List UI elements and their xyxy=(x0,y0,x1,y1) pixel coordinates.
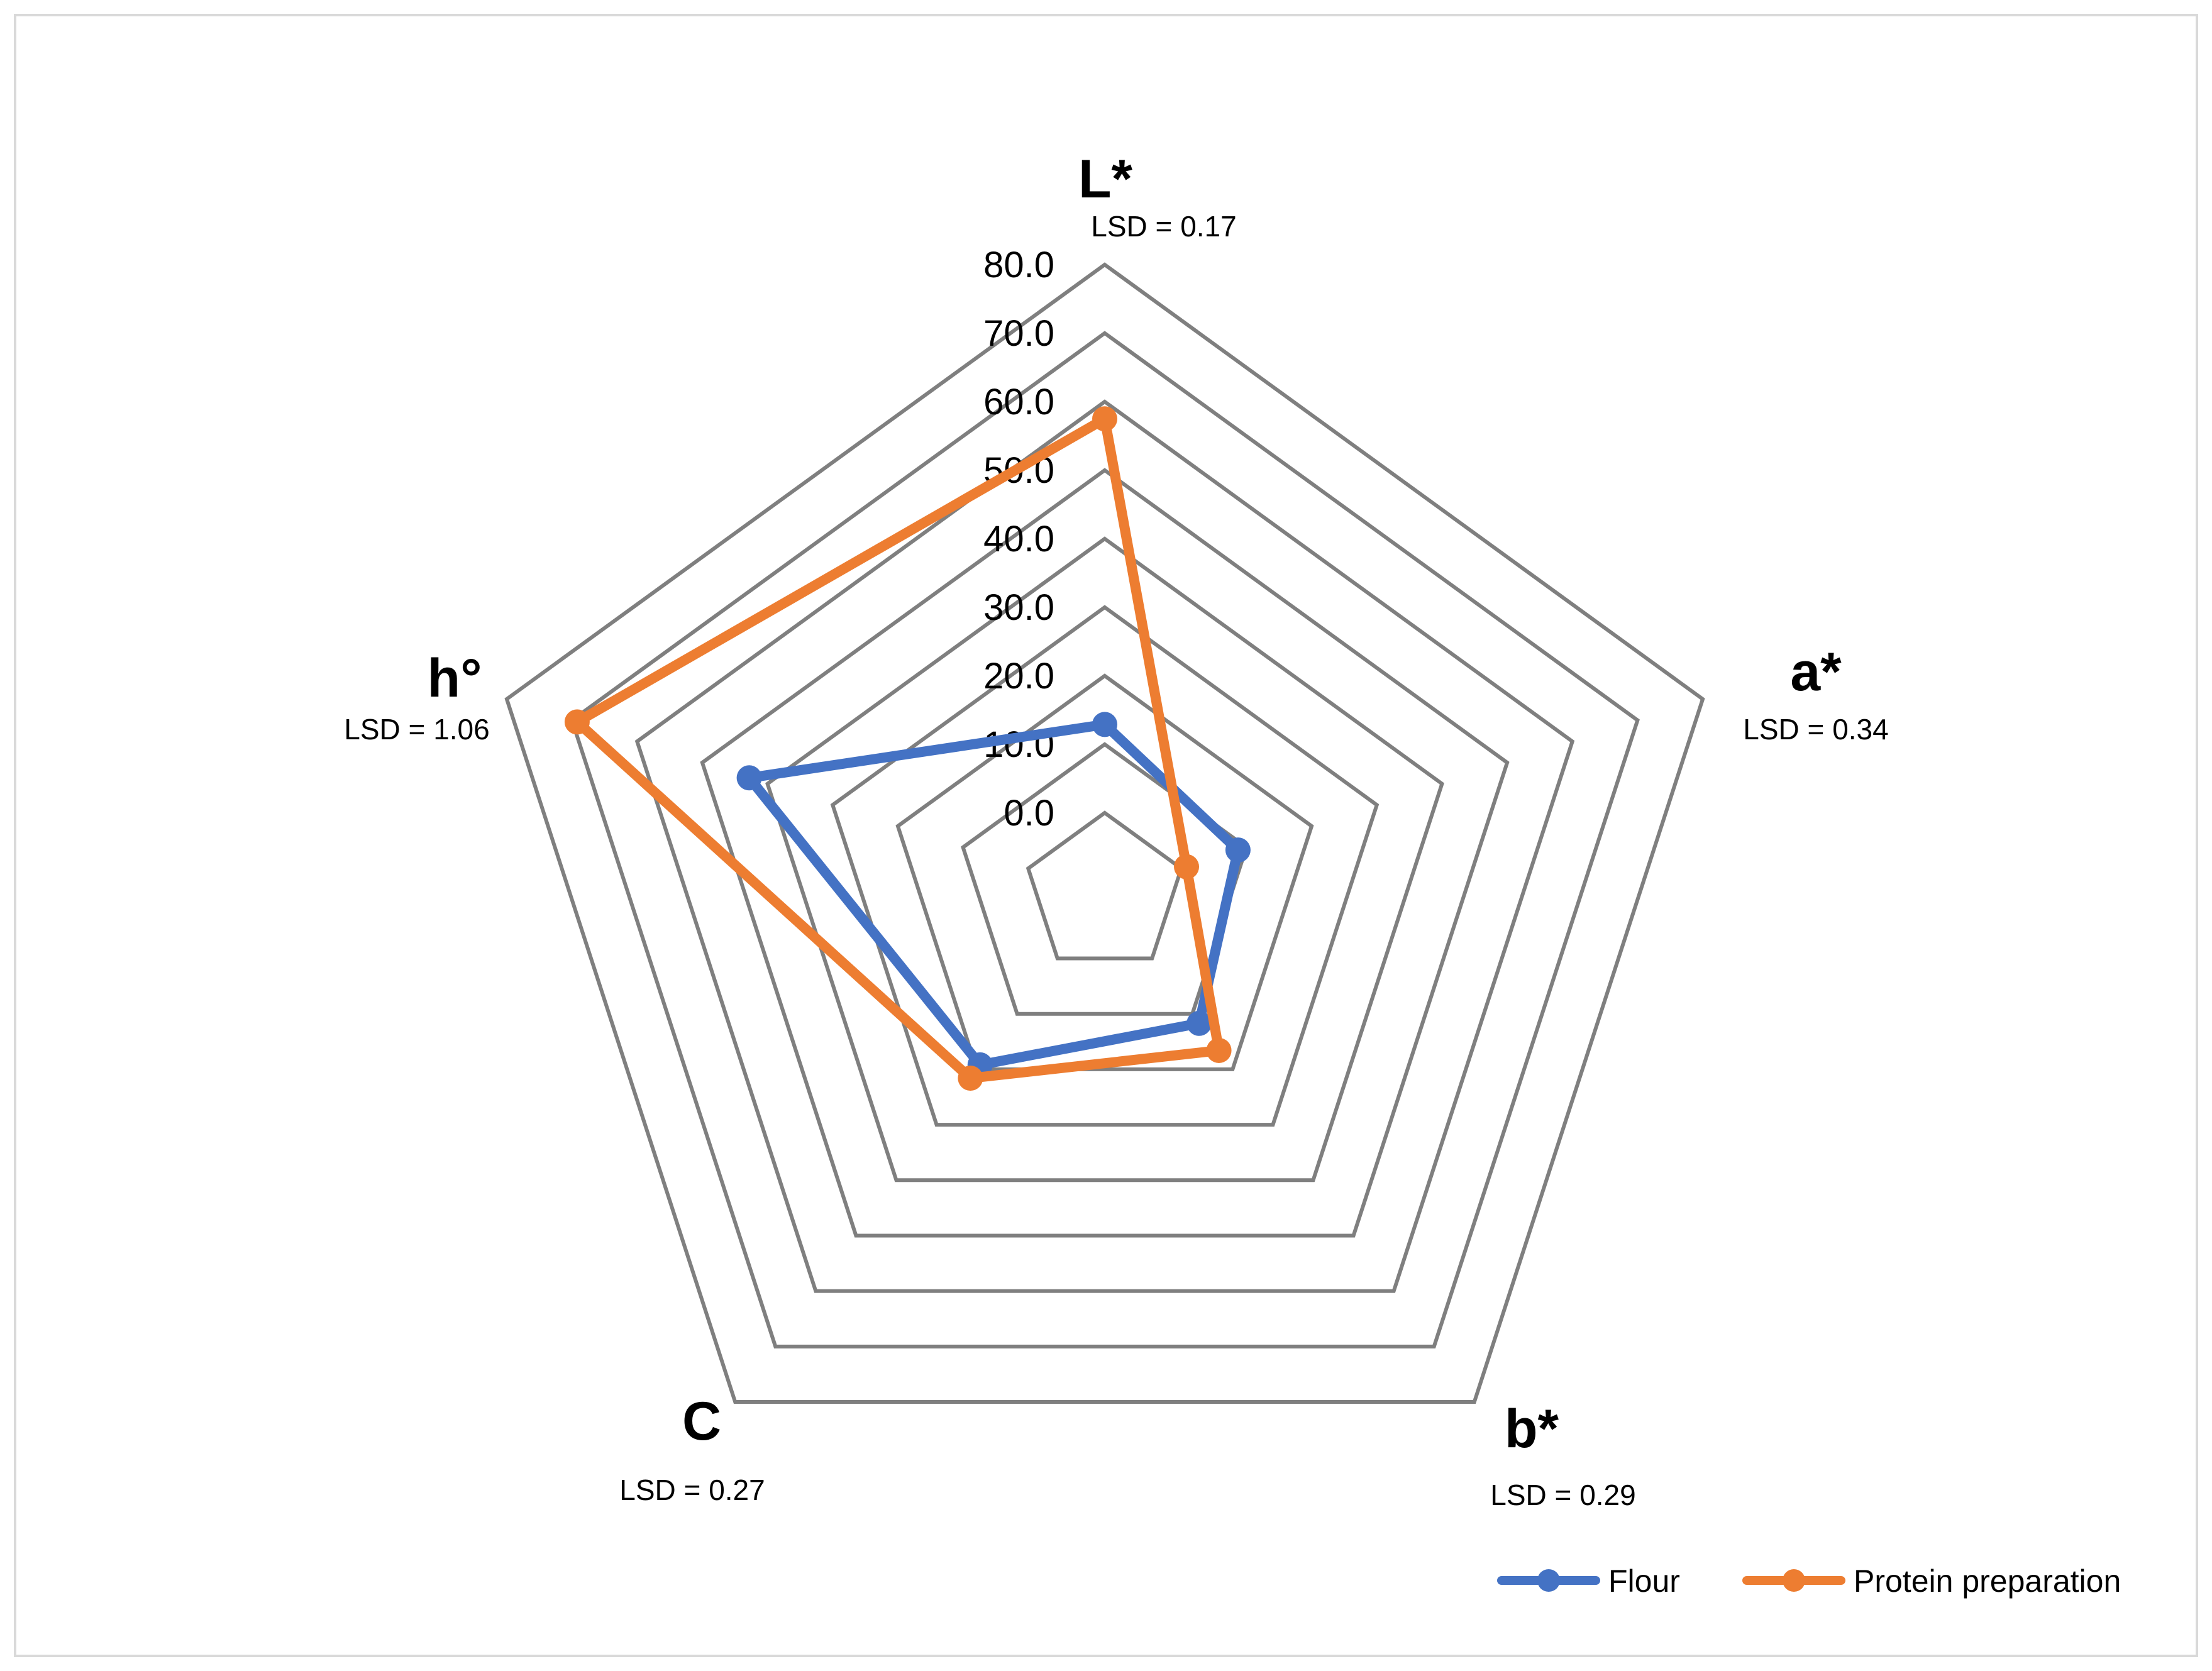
axis-label-a: a* xyxy=(1790,642,1842,702)
point-protein-preparation-b xyxy=(1206,1037,1232,1063)
legend-marker-flour xyxy=(1537,1569,1560,1592)
legend-marker-protein-preparation xyxy=(1783,1569,1805,1592)
grid-ring-4 xyxy=(765,536,1444,1183)
tick-label-8: 80.0 xyxy=(983,245,1054,285)
series-line-flour xyxy=(744,719,1243,1070)
tick-label-7: 70.0 xyxy=(983,313,1054,354)
series-protein-preparation xyxy=(564,406,1232,1091)
point-protein-preparation-l xyxy=(1092,406,1117,432)
grid xyxy=(504,262,1705,1404)
axis-labels: L*LSD = 0.17 a* LSD = 0.34 b* LSD = 0.29 C LSD… xyxy=(344,149,1888,1511)
tick-label-6: 60.0 xyxy=(983,382,1054,422)
radar-chart: 0.010.020.030.040.050.060.070.080.0 L*LS… xyxy=(344,149,2121,1599)
axis-label-L: L* xyxy=(1078,149,1133,209)
axis-note-a: LSD = 0.34 xyxy=(1743,713,1888,746)
axis-label-c: C xyxy=(682,1391,721,1452)
point-protein-preparation-h xyxy=(564,709,590,735)
grid-ring-5 xyxy=(700,468,1510,1238)
axis-note-L: LSD = 0.17 xyxy=(1091,210,1236,243)
point-protein-preparation-c xyxy=(958,1066,983,1091)
tick-label-3: 30.0 xyxy=(983,587,1054,628)
axis-label-h: h° xyxy=(428,648,482,709)
axis-note-c: LSD = 0.27 xyxy=(619,1474,765,1506)
tick-label-2: 20.0 xyxy=(983,656,1054,697)
legend-label-flour: Flour xyxy=(1608,1563,1680,1599)
axis-note-b: LSD = 0.29 xyxy=(1490,1479,1635,1511)
legend-item-flour: Flour xyxy=(1497,1563,1680,1599)
grid-ring-8 xyxy=(504,262,1705,1404)
axis-note-h: LSD = 1.06 xyxy=(344,713,489,746)
series xyxy=(564,406,1251,1091)
grid-ring-2 xyxy=(895,673,1314,1071)
legend-label-protein-preparation: Protein preparation xyxy=(1854,1563,2121,1599)
axis-label-b: b* xyxy=(1505,1399,1559,1459)
point-protein-preparation-a xyxy=(1174,854,1200,880)
tick-label-4: 40.0 xyxy=(983,519,1054,560)
grid-ring-6 xyxy=(634,399,1575,1293)
grid-ring-3 xyxy=(830,605,1380,1127)
grid-ring-0 xyxy=(1026,810,1184,961)
series-flour xyxy=(736,712,1251,1078)
series-line-protein-preparation xyxy=(572,414,1224,1084)
point-flour-h xyxy=(736,765,762,791)
legend-item-protein-preparation: Protein preparation xyxy=(1742,1563,2121,1599)
chart-frame: 0.0 10.0 20.0 30.0 40.0 50.0 60.0 70.0 80.0 L* LS… xyxy=(14,14,2198,1657)
grid-ring-7 xyxy=(570,331,1640,1348)
legend: Flour Protein preparation xyxy=(1497,1563,2121,1599)
point-flour-b xyxy=(1186,1010,1212,1036)
tick-label-0: 0.0 xyxy=(1004,793,1054,834)
point-flour-a xyxy=(1225,837,1251,863)
point-flour-l xyxy=(1092,712,1117,737)
